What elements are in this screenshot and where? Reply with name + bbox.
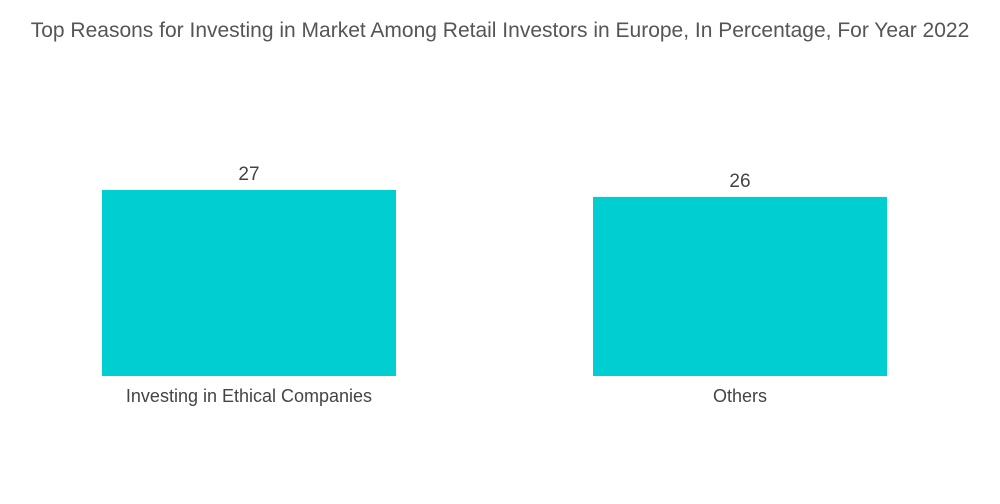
labels-layer: 27 Investing in Ethical Companies 26 Others: [126, 164, 767, 406]
chart-title: Top Reasons for Investing in Market Amon…: [30, 19, 970, 42]
category-label-investing-in-ethical-companies: Investing in Ethical Companies: [126, 386, 372, 406]
value-label-others: 26: [729, 171, 750, 192]
value-label-investing-in-ethical-companies: 27: [238, 164, 259, 185]
category-label-others: Others: [713, 386, 767, 406]
bars-layer: [102, 190, 887, 376]
bar-investing-in-ethical-companies: [102, 190, 396, 376]
bar-others: [593, 196, 887, 376]
